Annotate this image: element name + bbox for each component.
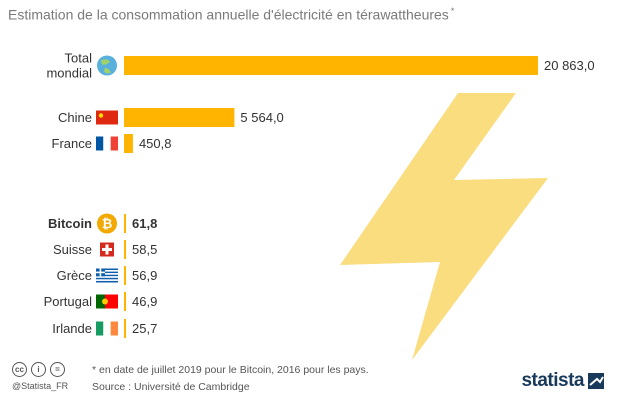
flag-stripe xyxy=(96,280,118,283)
flag-switzerland-icon xyxy=(100,242,114,257)
statista-logo: statista xyxy=(521,370,604,392)
category-label: Irlande xyxy=(52,321,92,336)
category-label: Suisse xyxy=(53,242,92,257)
flag-cross xyxy=(102,248,112,251)
flag-stripe xyxy=(96,136,104,151)
bar-6 xyxy=(124,292,126,311)
flag-stripe xyxy=(103,321,111,336)
chart-title-text: Estimation de la consommation annuelle d… xyxy=(8,6,449,23)
category-label: France xyxy=(52,136,92,151)
bar-3 xyxy=(124,214,126,233)
flag-stripe xyxy=(96,279,118,281)
value-label: 58,5 xyxy=(132,242,157,257)
flag-stripe xyxy=(96,268,118,271)
flag-stripe xyxy=(96,270,118,272)
title-footnote-marker: * xyxy=(450,6,455,16)
license-icons: cc i = xyxy=(12,362,65,377)
flag-france-icon xyxy=(96,136,118,151)
flag-stripe xyxy=(96,276,118,278)
value-label: 46,9 xyxy=(132,294,157,309)
creative-commons-icon: cc xyxy=(12,362,27,377)
bar-5 xyxy=(124,266,126,285)
value-label: 25,7 xyxy=(132,321,157,336)
category-label: mondial xyxy=(46,66,92,81)
value-label: 450,8 xyxy=(139,136,172,151)
value-label: 20 863,0 xyxy=(544,58,595,73)
bitcoin-icon: ₿ xyxy=(97,213,117,234)
flag-greece-icon xyxy=(96,268,118,283)
flag-stripe xyxy=(96,273,118,275)
bar-0 xyxy=(124,56,538,75)
flag-portugal-icon xyxy=(96,294,118,309)
flag-stripe xyxy=(110,136,118,151)
globe-land xyxy=(101,59,111,74)
flag-china-icon xyxy=(96,110,118,125)
flag-emblem xyxy=(102,298,108,305)
lightning-bolt-shape xyxy=(340,93,548,360)
value-label: 5 564,0 xyxy=(240,110,283,125)
attribution-icon: i xyxy=(31,362,46,377)
bitcoin-symbol: ₿ xyxy=(102,216,113,231)
logo-text: statista xyxy=(521,370,584,391)
bar-1 xyxy=(124,108,235,127)
flag-ireland-icon xyxy=(96,321,118,336)
value-label: 61,8 xyxy=(132,216,157,231)
bar-7 xyxy=(124,319,126,338)
flag-stripe xyxy=(96,294,105,309)
category-label: Grèce xyxy=(57,268,92,283)
flag-stripe xyxy=(105,294,118,309)
source-note: Source : Université de Cambridge xyxy=(92,381,250,393)
category-label: Chine xyxy=(58,110,92,125)
flag-star xyxy=(98,113,104,118)
social-handle: @Statista_FR xyxy=(12,381,69,391)
bar-2 xyxy=(124,134,133,153)
footnote: * en date de juillet 2019 pour le Bitcoi… xyxy=(92,364,369,376)
logo-mark-icon xyxy=(588,373,604,389)
flag-stripe xyxy=(96,274,118,277)
category-label: Portugal xyxy=(44,294,93,309)
globe-icon xyxy=(97,55,117,76)
flag-stripe xyxy=(96,271,118,274)
flag-stripe xyxy=(96,277,118,280)
bar-4 xyxy=(124,240,126,259)
category-label: Bitcoin xyxy=(48,216,92,231)
flag-stripe xyxy=(96,321,104,336)
bitcoin-coin xyxy=(97,213,117,234)
flag-stripe xyxy=(103,136,111,151)
no-derivatives-icon: = xyxy=(50,362,65,377)
flag-cross xyxy=(96,271,105,274)
flag-field xyxy=(96,110,118,125)
category-label: Total xyxy=(65,51,93,66)
chart-title: Estimation de la consommation annuelle d… xyxy=(8,6,454,23)
flag-stripe xyxy=(110,321,118,336)
value-label: 56,9 xyxy=(132,268,157,283)
